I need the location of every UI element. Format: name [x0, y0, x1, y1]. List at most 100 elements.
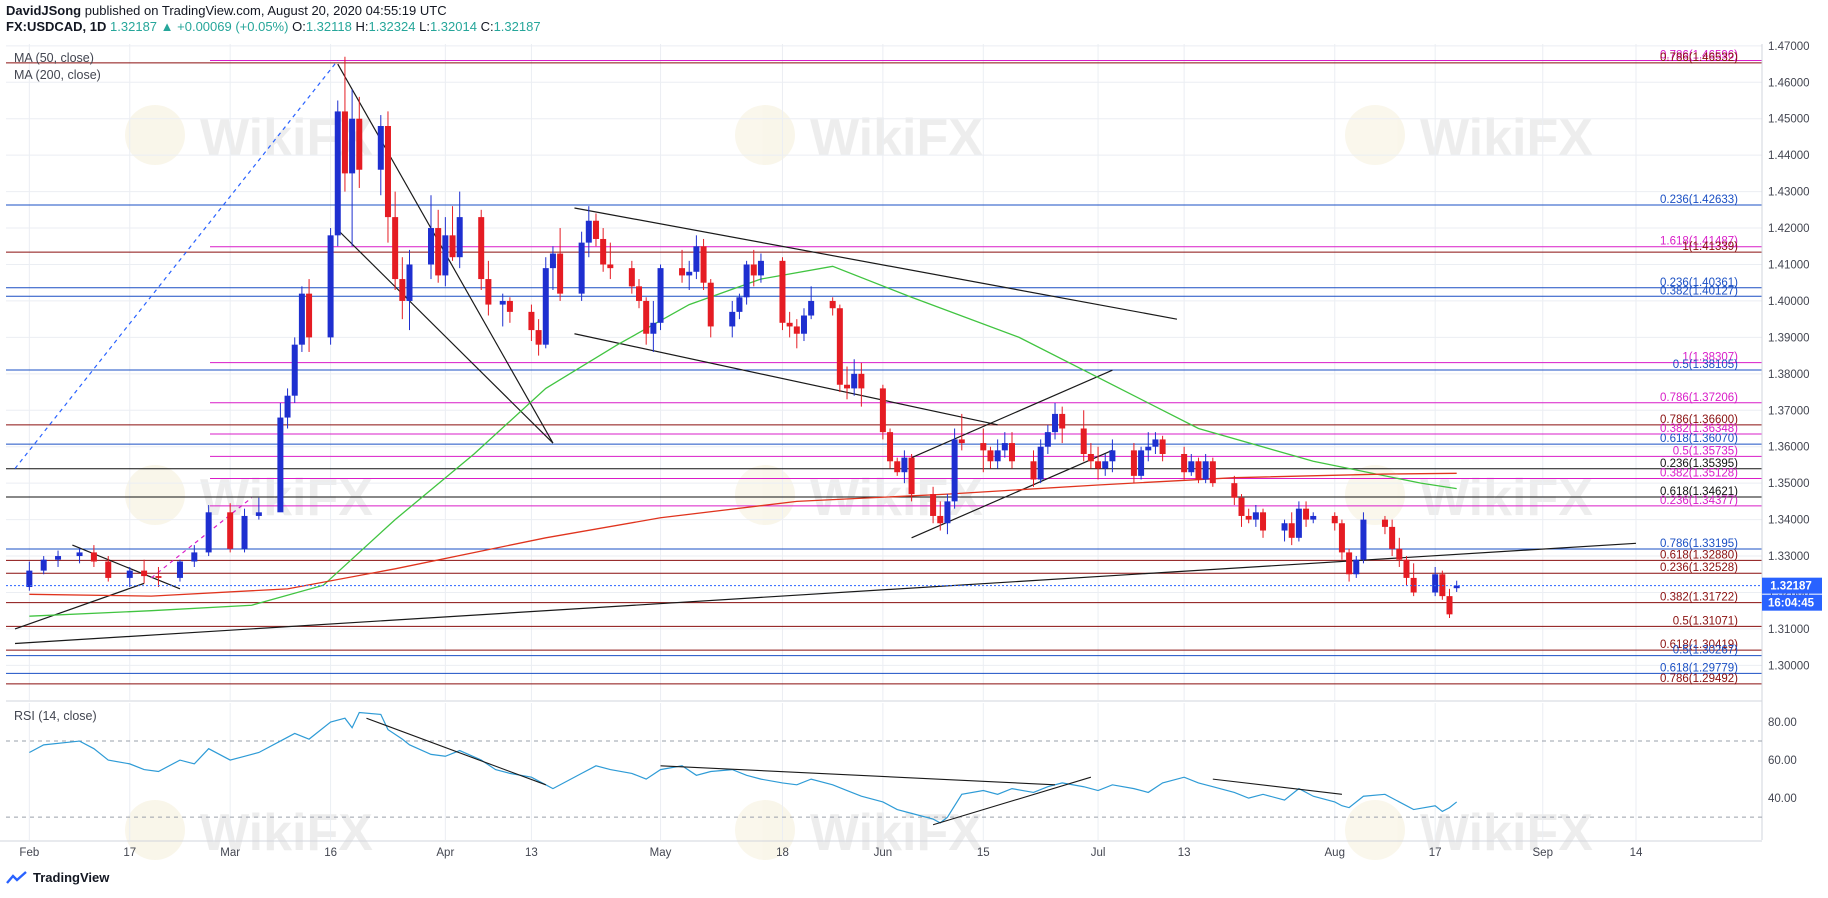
ma200-line: [29, 472, 1457, 597]
candle-body: [1080, 428, 1087, 454]
open-value: 1.32118: [305, 19, 352, 34]
candle-body: [1389, 526, 1396, 549]
fib-level-label: 0.5(1.30267): [1673, 645, 1738, 657]
candle: [284, 388, 291, 429]
fib-level-label: 0.236(1.32528): [1660, 562, 1738, 574]
candle-body: [1130, 450, 1137, 476]
watermark-logo-icon: [735, 465, 795, 525]
candle-body: [980, 443, 987, 451]
candle-body: [707, 282, 714, 327]
candle: [729, 300, 736, 338]
chart-header: DavidJSong published on TradingView.com,…: [6, 3, 541, 35]
fib-levels: 0.786(1.46596)0.786(1.46532) 0.236(1.4263…: [6, 44, 1762, 840]
candle-body: [650, 322, 657, 334]
candle: [334, 100, 341, 247]
fib-level-label: 1(1.41339): [1682, 241, 1738, 253]
candle-body: [90, 552, 97, 562]
watermark-text: WikiFX: [200, 469, 373, 527]
candle: [908, 454, 915, 502]
candle: [384, 111, 391, 243]
time-tick-label: 15: [977, 847, 990, 859]
trendlines: [14, 60, 1637, 645]
candle: [227, 503, 234, 553]
candle: [607, 242, 614, 280]
rsi-pane[interactable]: 80.00 60.00 40.00: [6, 711, 1797, 826]
price-tick-label: 1.31000: [1768, 624, 1810, 636]
time-tick-label: Jul: [1091, 847, 1106, 859]
price-tick-label: 1.40000: [1768, 296, 1810, 308]
candle: [585, 206, 592, 258]
ma200-legend[interactable]: MA (200, close): [14, 68, 101, 82]
candle: [535, 319, 542, 356]
fib-level-label: 0.618(1.34621): [1660, 486, 1738, 498]
candle-body: [944, 501, 951, 524]
candle-body: [456, 217, 463, 258]
candle: [879, 384, 886, 440]
candle: [356, 96, 363, 188]
price-tick-label: 1.47000: [1768, 41, 1810, 53]
candle: [1138, 446, 1145, 480]
candle-body: [406, 264, 413, 301]
watermark-text: WikiFX: [810, 804, 983, 862]
fib-level-label: 0.382(1.31722): [1660, 592, 1738, 604]
tradingview-logo[interactable]: TradingView: [6, 870, 109, 885]
candle-body: [1295, 508, 1302, 538]
candle-body: [578, 242, 585, 294]
candle-body: [951, 439, 958, 502]
candle: [478, 209, 485, 290]
time-tick-label: 16: [324, 847, 337, 859]
price-change: ▲ +0.00069 (+0.05%): [160, 19, 289, 34]
watermark-logo-icon: [1345, 105, 1405, 165]
watermark: WikiFX: [1345, 800, 1593, 862]
candle: [1109, 439, 1116, 473]
fib-level-label: 0.382(1.36348): [1660, 423, 1738, 435]
candle: [1396, 537, 1403, 567]
candle-body: [1331, 515, 1338, 524]
candle-body: [55, 556, 62, 560]
candle: [1209, 457, 1216, 487]
fib-level-label: 0.618(1.29779): [1660, 662, 1738, 674]
candle: [1080, 410, 1087, 462]
price-axis[interactable]: 1.47000 1.46000 1.45000 1.44000 1.43000 1.420…: [6, 41, 1810, 840]
candle-body: [1188, 461, 1195, 473]
candle-body: [506, 300, 513, 312]
countdown-text: 16:04:45: [1768, 598, 1815, 610]
candle: [205, 505, 212, 557]
candle: [994, 439, 1001, 469]
candle-body: [205, 512, 212, 553]
candle: [1001, 432, 1008, 458]
low-label: L:: [419, 19, 430, 34]
close-value: 1.32187: [493, 19, 541, 34]
time-tick-label: 14: [1630, 847, 1643, 859]
candle-body: [377, 126, 384, 170]
fib-level-label: 0.5(1.38105): [1673, 359, 1738, 371]
candle-body: [141, 570, 148, 577]
candle-body: [894, 461, 901, 473]
candle-body: [40, 559, 47, 571]
candle-body: [435, 228, 442, 276]
fib-level-label: 0.786(1.46596): [1660, 50, 1738, 62]
symbol-label[interactable]: FX:USDCAD, 1D: [6, 19, 107, 34]
time-tick-label: 18: [776, 847, 789, 859]
author-name[interactable]: DavidJSong: [6, 3, 82, 18]
candle: [636, 279, 643, 309]
candle-body: [291, 344, 298, 396]
candle: [693, 235, 700, 280]
candle: [40, 556, 47, 575]
candle-body: [535, 330, 542, 345]
price-tick-label: 1.42000: [1768, 223, 1810, 235]
candle: [90, 545, 97, 567]
rsi-legend[interactable]: RSI (14, close): [14, 709, 97, 723]
candle-body: [879, 388, 886, 433]
ma50-legend[interactable]: MA (50, close): [14, 51, 94, 65]
candle: [980, 428, 987, 473]
time-axis[interactable]: Feb 17 Mar 16 Apr 13 May 18 Jun 15 Jul 13 Aug 17 Sep 14: [0, 840, 1762, 859]
candle-body: [937, 515, 944, 524]
candle: [1044, 424, 1051, 454]
candle: [1037, 439, 1044, 484]
price-tick-label: 1.43000: [1768, 187, 1810, 199]
fib-level-label: 0.382(1.35128): [1660, 467, 1738, 479]
price-tick-label: 1.36000: [1768, 442, 1810, 454]
candle: [901, 450, 908, 484]
